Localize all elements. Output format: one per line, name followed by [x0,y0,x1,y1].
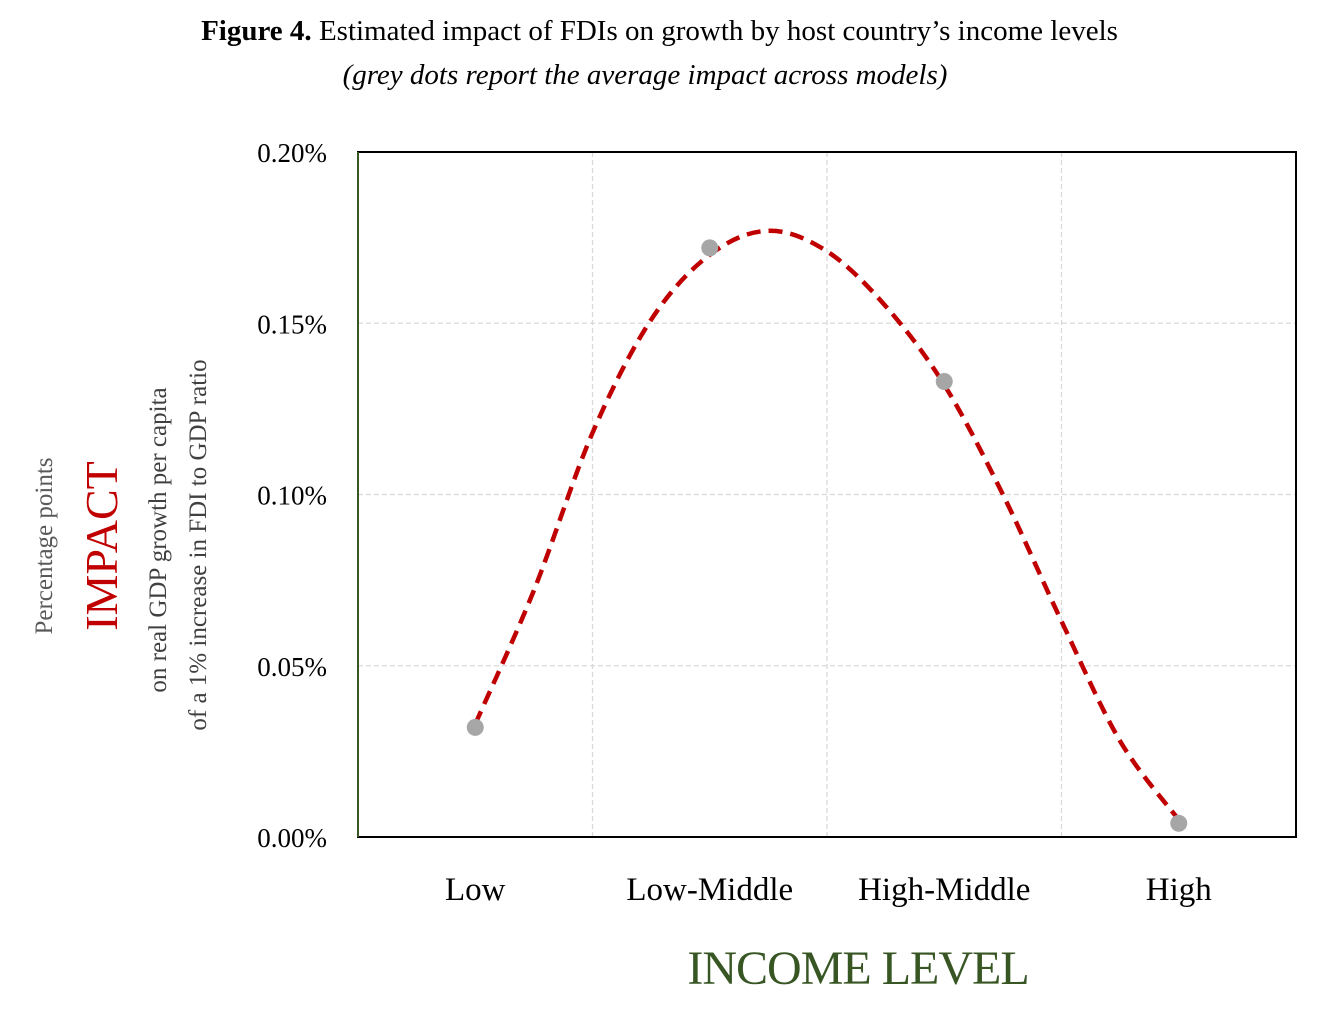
x-category-labels: Low Low-Middle High-Middle High [445,872,1212,908]
average-impact-dot [935,372,953,390]
x-category-label: High-Middle [858,872,1030,908]
average-impact-dots [466,239,1188,832]
y-tick-labels: 0.00% 0.05% 0.10% 0.15% 0.20% [257,138,327,853]
y-tick-label: 0.05% [257,652,327,682]
figure-subtitle: (grey dots report the average impact acr… [342,59,948,91]
y-axis-label-line1: on real GDP growth per capita [145,387,172,692]
figure-label: Figure 4. [201,15,312,47]
y-tick-label: 0.10% [257,481,327,511]
y-tick-label: 0.00% [257,823,327,853]
x-category-label: Low-Middle [626,872,793,908]
figure-title: Figure 4. Estimated impact of FDIs on gr… [0,14,1319,48]
average-impact-dot [701,239,719,257]
grid-lines [358,152,1296,837]
y-axis-label-line2: of a 1% increase in FDI to GDP ratio [185,359,212,730]
y-tick-label: 0.15% [257,309,327,339]
y-axis-label-main: IMPACT [76,461,127,631]
average-impact-dot [1170,814,1188,832]
y-tick-label: 0.20% [257,138,327,168]
x-axis-label: INCOME LEVEL [687,942,1028,995]
figure-title-text: Estimated impact of FDIs on growth by ho… [318,15,1118,47]
x-category-label: Low [445,872,506,908]
average-impact-dot [466,718,484,736]
trend-curve [473,228,1181,822]
y-axis-label-top: Percentage points [31,457,58,634]
x-category-label: High [1146,872,1213,908]
